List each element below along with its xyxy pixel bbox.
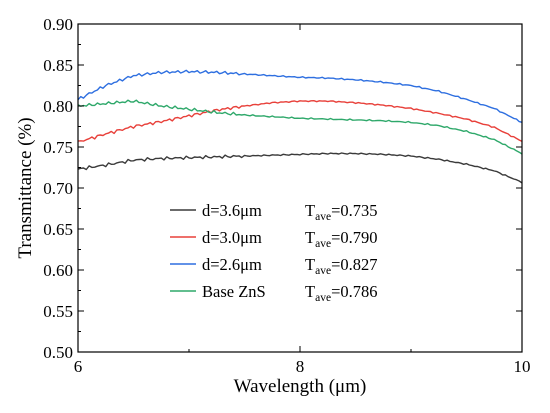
legend-tave-2: Tave=0.827	[305, 255, 378, 277]
plot-frame	[77, 23, 523, 353]
series-line-1	[77, 99, 523, 143]
series-line-0	[77, 152, 523, 184]
y-axis: 0.50 0.55 0.60 0.65 0.70 0.75 0.80 0.85 0.90	[43, 15, 522, 362]
y-tick-label: 0.85	[43, 56, 73, 75]
y-tick-label: 0.80	[43, 97, 73, 116]
y-tick-label: 0.75	[43, 138, 73, 157]
y-tick-label: 0.55	[43, 302, 73, 321]
legend-label-1: d=3.0μm	[202, 228, 262, 247]
legend: d=3.6μm Tave=0.735 d=3.0μm Tave=0.790 d=2.6μ…	[170, 201, 378, 304]
x-axis: 6 8 10	[74, 24, 531, 376]
y-tick-label: 0.70	[43, 179, 73, 198]
legend-tave-3: Tave=0.786	[305, 282, 378, 304]
y-tick-label: 0.90	[43, 15, 73, 34]
y-tick-label: 0.60	[43, 261, 73, 280]
legend-label-3: Base ZnS	[202, 282, 266, 301]
series-line-2	[77, 69, 523, 123]
x-axis-label: Wavelength (μm)	[234, 376, 367, 397]
x-tick-label: 6	[74, 357, 83, 376]
x-tick-label: 8	[296, 357, 305, 376]
y-tick-label: 0.65	[43, 220, 73, 239]
y-tick-label: 0.50	[43, 343, 73, 362]
series-lines	[77, 69, 523, 184]
series-line-3	[77, 99, 523, 155]
legend-tave-0: Tave=0.735	[305, 201, 378, 223]
legend-label-0: d=3.6μm	[202, 201, 262, 220]
legend-tave-1: Tave=0.790	[305, 228, 378, 250]
legend-label-2: d=2.6μm	[202, 255, 262, 274]
x-tick-label: 10	[514, 357, 531, 376]
y-axis-label: Transmittance (%)	[15, 117, 36, 258]
